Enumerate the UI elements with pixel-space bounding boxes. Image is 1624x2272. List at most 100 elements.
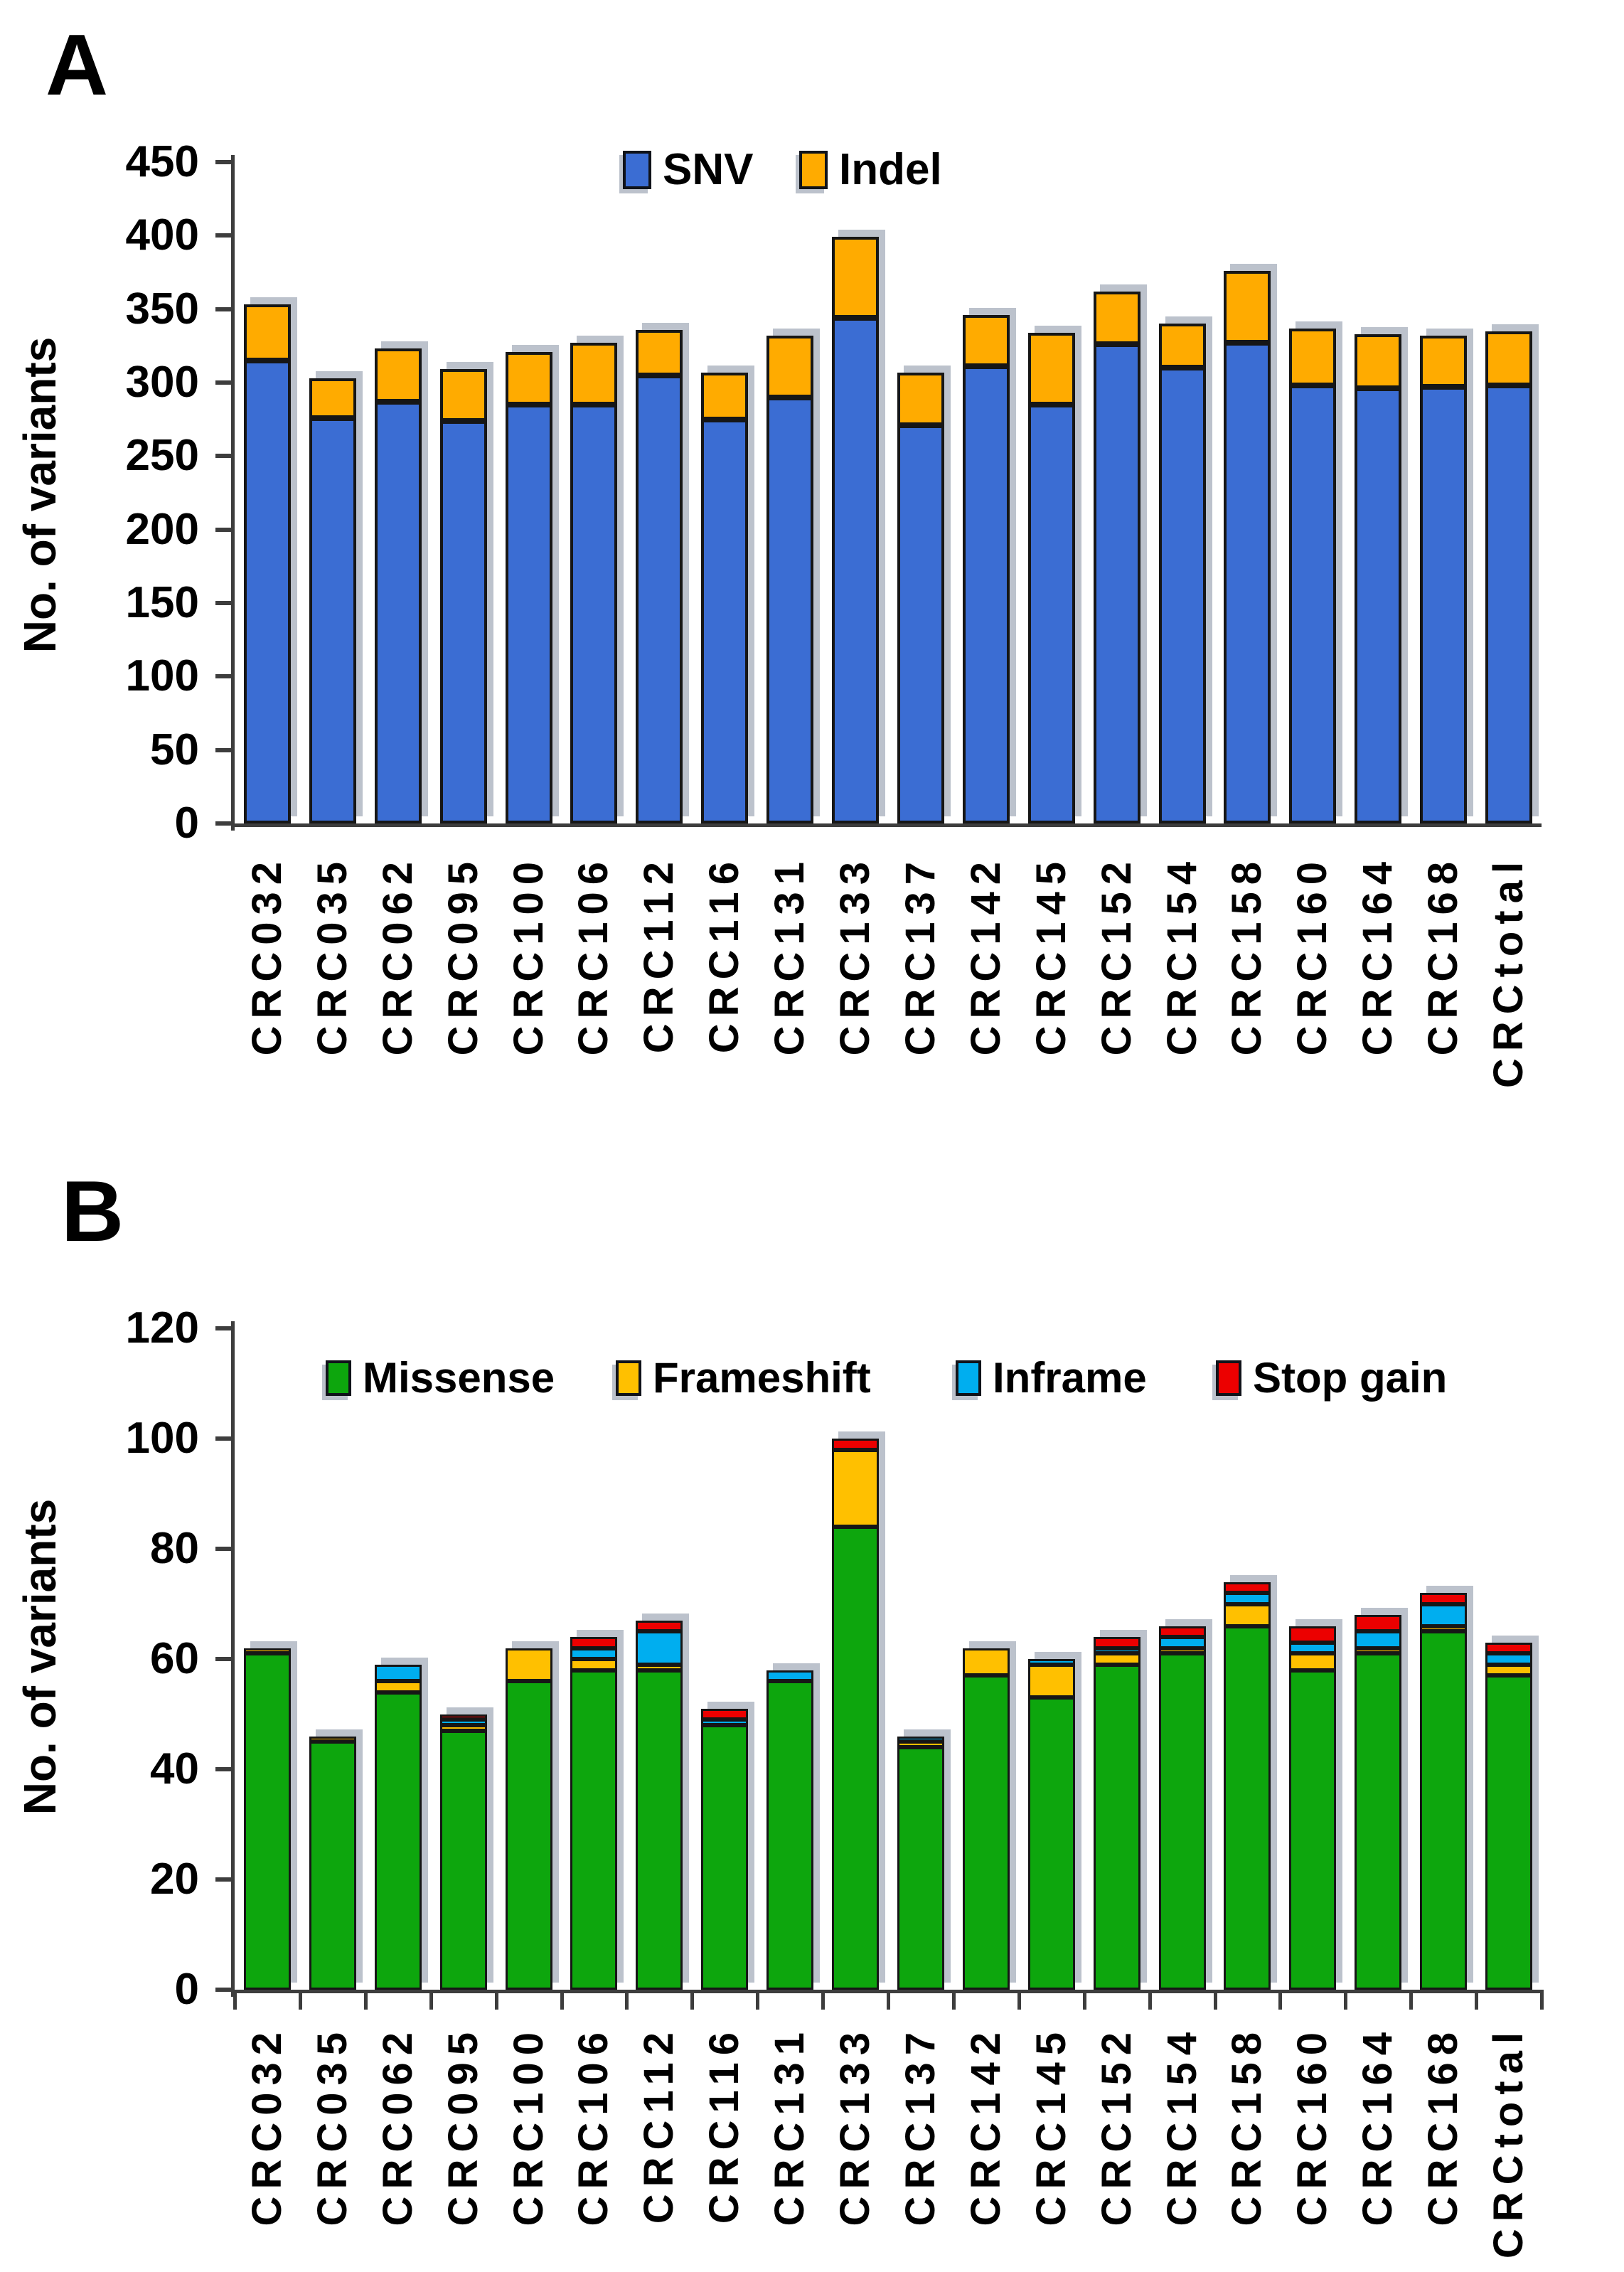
y-tick-label: 450 — [125, 137, 199, 186]
bar-segment-stop-gain — [1485, 1642, 1533, 1654]
x-category-label: CRC137 — [897, 855, 944, 1056]
x-axis-tick — [1017, 1990, 1021, 2010]
legend-swatch-frameshift — [616, 1360, 641, 1396]
x-category-label: CRC152 — [1093, 2025, 1140, 2226]
bar-crc112 — [636, 1620, 683, 1990]
bar-segment-snv — [570, 404, 618, 823]
bar-crc116 — [701, 372, 749, 823]
bar-segment-missense — [1355, 1653, 1402, 1990]
bar-crc131 — [766, 1670, 814, 1990]
bar-crc131 — [766, 335, 814, 823]
bar-segment-missense — [243, 1653, 291, 1990]
bar-crc095 — [439, 1714, 487, 1990]
bar-segment-frameshift — [962, 1648, 1010, 1676]
bar-segment-inframe — [897, 1736, 944, 1742]
y-tick-label: 20 — [150, 1855, 199, 1904]
bar-segment-frameshift — [1289, 1653, 1337, 1670]
legend-swatch-stop-gain — [1216, 1360, 1241, 1396]
bar-segment-indel — [1158, 324, 1206, 368]
legend-swatch-inframe — [956, 1360, 981, 1396]
x-category-label: CRC152 — [1093, 855, 1140, 1056]
y-tick-label: 120 — [125, 1303, 199, 1353]
y-tick-label: 0 — [174, 1965, 199, 2014]
bar-crc145 — [1027, 1659, 1075, 1990]
bar-segment-frameshift — [636, 1664, 683, 1670]
x-category-label: CRC095 — [439, 2025, 486, 2226]
x-category-label: CRC137 — [897, 2025, 944, 2226]
legend-item-snv: SNV — [623, 146, 753, 193]
y-axis-tick — [215, 380, 233, 385]
x-category-label: CRC133 — [832, 855, 879, 1056]
bar-segment-frameshift — [832, 1449, 880, 1527]
y-axis-tick — [215, 306, 233, 311]
bar-segment-inframe — [1027, 1659, 1075, 1665]
y-axis-tick — [215, 454, 233, 459]
bar-segment-frameshift — [1093, 1653, 1140, 1665]
bar-segment-frameshift — [897, 1742, 944, 1747]
bar-segment-indel — [570, 343, 618, 405]
x-axis-tick — [1082, 1990, 1086, 2010]
bar-segment-inframe — [1355, 1631, 1402, 1648]
x-axis-tick — [1475, 1990, 1479, 2010]
legend-swatch-snv — [623, 151, 651, 189]
y-axis-tick — [215, 1547, 233, 1551]
legend-swatch-indel — [799, 151, 828, 189]
bar-segment-snv — [1027, 404, 1075, 823]
x-category-label: CRC142 — [962, 2025, 1009, 2226]
bar-segment-snv — [636, 375, 683, 823]
bar-crc164 — [1355, 334, 1402, 823]
bar-segment-snv — [374, 401, 422, 823]
bar-segment-missense — [766, 1681, 814, 1990]
bar-segment-missense — [701, 1725, 749, 1990]
bar-segment-missense — [1093, 1664, 1140, 1990]
bar-segment-indel — [1485, 331, 1533, 386]
bar-crc145 — [1027, 332, 1075, 823]
x-category-label: CRC100 — [505, 2025, 552, 2226]
bar-segment-inframe — [1224, 1593, 1271, 1604]
legend-label: Indel — [839, 145, 942, 194]
bar-segment-inframe — [1158, 1637, 1206, 1648]
y-axis-tick — [215, 1877, 233, 1882]
bar-segment-indel — [1289, 328, 1337, 386]
x-category-label: CRC116 — [701, 2025, 748, 2224]
bar-segment-frameshift — [439, 1725, 487, 1731]
y-axis-tick — [215, 674, 233, 679]
x-axis-tick — [1409, 1990, 1414, 2010]
bar-segment-stop-gain — [1420, 1593, 1468, 1604]
bar-segment-frameshift — [309, 1736, 356, 1742]
legend-item-missense: Missense — [326, 1355, 555, 1401]
x-category-label: CRC164 — [1355, 2025, 1401, 2226]
bar-crc133 — [832, 1439, 880, 1990]
bar-segment-snv — [1485, 385, 1533, 823]
bar-segment-snv — [1093, 344, 1140, 823]
legend-item-frameshift: Frameshift — [616, 1355, 871, 1401]
bar-crc035 — [309, 378, 356, 823]
bar-crc164 — [1355, 1615, 1402, 1990]
x-category-label: CRC154 — [1158, 2025, 1205, 2226]
x-axis-tick — [494, 1990, 498, 2010]
bar-segment-snv — [962, 366, 1010, 823]
x-category-label: CRC062 — [374, 855, 421, 1056]
bar-segment-indel — [701, 372, 749, 420]
x-axis-line — [231, 1990, 1542, 1993]
bar-segment-inframe — [374, 1664, 422, 1681]
x-axis-tick — [756, 1990, 760, 2010]
bar-segment-inframe — [766, 1670, 814, 1681]
bar-segment-inframe — [1420, 1604, 1468, 1626]
bar-segment-missense — [570, 1670, 618, 1990]
legend-label: Inframe — [993, 1354, 1147, 1402]
y-axis-tick — [215, 1326, 233, 1330]
x-category-label: CRC035 — [309, 2025, 356, 2226]
legend-swatch-missense — [326, 1360, 351, 1396]
bar-crc062 — [374, 1664, 422, 1990]
x-category-label: CRC145 — [1027, 855, 1074, 1056]
bar-segment-frameshift — [1355, 1648, 1402, 1654]
y-axis-tick — [215, 160, 233, 164]
x-category-label: CRC106 — [570, 2025, 617, 2226]
y-axis-line — [231, 1321, 235, 1997]
x-category-label: CRC158 — [1224, 2025, 1271, 2226]
x-category-label: CRC100 — [505, 855, 552, 1056]
bar-crc106 — [570, 343, 618, 823]
panel-a-label: A — [46, 16, 109, 113]
bar-segment-missense — [1485, 1675, 1533, 1990]
